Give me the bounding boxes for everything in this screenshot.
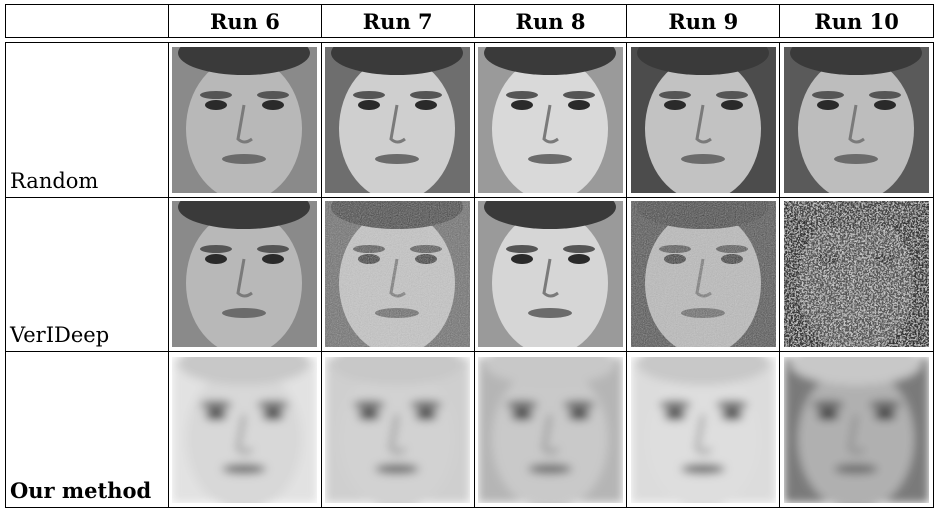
table-cell [627, 43, 781, 198]
column-header-run-8: Run 8 [475, 5, 628, 37]
row-label-random: Random [6, 43, 169, 198]
face-photo-heavy-noise-icon [784, 201, 930, 348]
table-header-row: Run 6 Run 7 Run 8 Run 9 Run 10 [5, 4, 934, 38]
table-cell [474, 43, 628, 198]
face-photo-sharp-icon [325, 46, 471, 193]
results-table: Random VerIDeep Our method [5, 42, 934, 508]
face-photo-sharp-icon [477, 46, 623, 193]
face-photo-sharp-icon [172, 46, 318, 193]
table-cell [322, 352, 475, 507]
table-cell [321, 197, 475, 353]
table-cell [169, 43, 322, 198]
header-corner-cell [6, 5, 169, 37]
column-header-run-6: Run 6 [169, 5, 322, 37]
row-label-our-method: Our method [6, 352, 169, 507]
table-cell [627, 352, 781, 507]
face-photo-noisy-icon [325, 201, 471, 348]
table-cell [321, 43, 475, 198]
column-header-run-9: Run 9 [627, 5, 781, 37]
face-photo-sharp-icon [172, 201, 318, 348]
table-cell [780, 198, 933, 353]
table-cell [169, 352, 322, 507]
face-reconstruction-blurry-icon [477, 356, 623, 503]
row-label-verideep: VerIDeep [6, 197, 169, 353]
table-cell [474, 197, 628, 353]
face-reconstruction-blurry-icon [172, 356, 318, 503]
face-reconstruction-blurry-icon [630, 356, 776, 503]
face-photo-sharp-icon [630, 46, 776, 193]
face-photo-noisy-icon [630, 201, 776, 348]
table-cell [475, 352, 628, 507]
table-cell [780, 43, 933, 198]
face-reconstruction-blurry-icon [325, 356, 471, 503]
column-header-run-10: Run 10 [814, 8, 899, 34]
column-header-run-7: Run 7 [322, 5, 475, 37]
table-cell [169, 197, 322, 353]
table-cell [627, 197, 781, 353]
face-photo-sharp-icon [784, 46, 930, 193]
table-cell [780, 352, 933, 507]
face-reconstruction-blurry-icon [784, 356, 930, 503]
face-photo-sharp-icon [477, 201, 623, 348]
